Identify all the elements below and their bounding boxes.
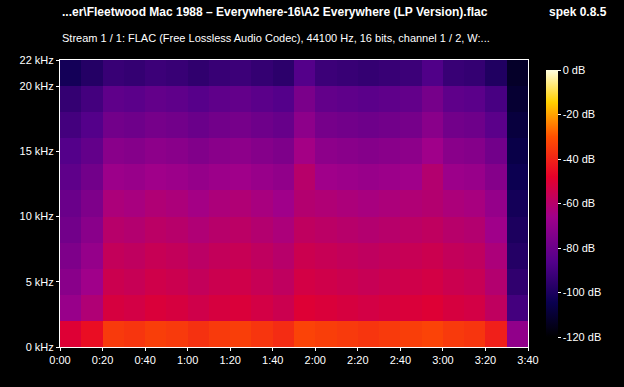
svg-text:1:20: 1:20 [219, 354, 240, 366]
svg-text:2:00: 2:00 [305, 354, 326, 366]
svg-text:-100 dB: -100 dB [563, 286, 602, 298]
svg-text:-20 dB: -20 dB [563, 108, 595, 120]
svg-text:0 dB: 0 dB [563, 64, 586, 76]
svg-text:Stream 1 / 1: FLAC (Free Lossl: Stream 1 / 1: FLAC (Free Lossless Audio … [62, 32, 490, 44]
svg-text:-40 dB: -40 dB [563, 153, 595, 165]
svg-text:3:00: 3:00 [432, 354, 453, 366]
svg-text:15 kHz: 15 kHz [20, 145, 54, 157]
svg-text:0:00: 0:00 [49, 354, 70, 366]
svg-text:1:00: 1:00 [177, 354, 198, 366]
svg-text:0:40: 0:40 [134, 354, 155, 366]
svg-text:0:20: 0:20 [92, 354, 113, 366]
svg-text:10 kHz: 10 kHz [20, 210, 54, 222]
svg-text:3:20: 3:20 [475, 354, 496, 366]
svg-text:3:40: 3:40 [517, 354, 538, 366]
svg-text:spek 0.8.5: spek 0.8.5 [549, 5, 607, 19]
svg-text:...er\Fleetwood Mac 1988 – Eve: ...er\Fleetwood Mac 1988 – Everywhere-16… [62, 5, 488, 19]
svg-text:5 kHz: 5 kHz [26, 276, 54, 288]
svg-text:0 kHz: 0 kHz [26, 341, 54, 353]
svg-text:1:40: 1:40 [262, 354, 283, 366]
svg-text:20 kHz: 20 kHz [20, 80, 54, 92]
svg-text:2:40: 2:40 [390, 354, 411, 366]
svg-text:2:20: 2:20 [347, 354, 368, 366]
svg-text:-80 dB: -80 dB [563, 242, 595, 254]
svg-text:-60 dB: -60 dB [563, 197, 595, 209]
svg-text:-120 dB: -120 dB [563, 331, 602, 343]
svg-text:22 kHz: 22 kHz [20, 54, 54, 66]
